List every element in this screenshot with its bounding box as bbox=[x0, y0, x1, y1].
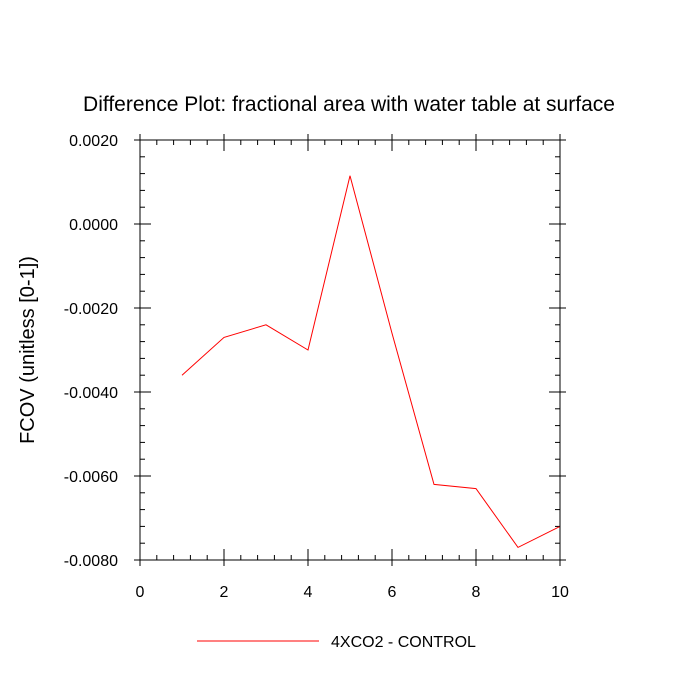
y-tick-label: -0.0020 bbox=[64, 301, 118, 318]
y-tick-label: -0.0080 bbox=[64, 553, 118, 570]
y-tick-labels: 0.0020 0.0000 -0.0020 -0.0040 -0.0060 -0.0080 bbox=[64, 133, 118, 570]
x-tick-label: 0 bbox=[136, 584, 145, 601]
series-line-4xco2-control bbox=[181, 175, 561, 549]
x-tick-label: 4 bbox=[304, 584, 313, 601]
y-tick-label: -0.0040 bbox=[64, 385, 118, 402]
series-layer bbox=[181, 175, 561, 549]
plot-frame bbox=[139, 139, 561, 561]
legend-label: 4XCO2 - CONTROL bbox=[331, 634, 476, 651]
y-tick-label: 0.0000 bbox=[69, 217, 118, 234]
x-tick-label: 8 bbox=[472, 584, 481, 601]
minor-ticks bbox=[139, 139, 561, 561]
y-tick-label: 0.0020 bbox=[69, 133, 118, 150]
legend: 4XCO2 - CONTROL bbox=[197, 634, 476, 651]
chart-title: Difference Plot: fractional area with wa… bbox=[83, 93, 615, 116]
x-tick-label: 2 bbox=[220, 584, 229, 601]
major-ticks bbox=[134, 134, 566, 566]
x-tick-label: 10 bbox=[551, 584, 569, 601]
x-tick-labels: 0 2 4 6 8 10 bbox=[136, 584, 569, 601]
y-tick-label: -0.0060 bbox=[64, 469, 118, 486]
y-axis-label: FCOV (unitless [0-1]) bbox=[17, 256, 39, 444]
x-tick-label: 6 bbox=[388, 584, 397, 601]
